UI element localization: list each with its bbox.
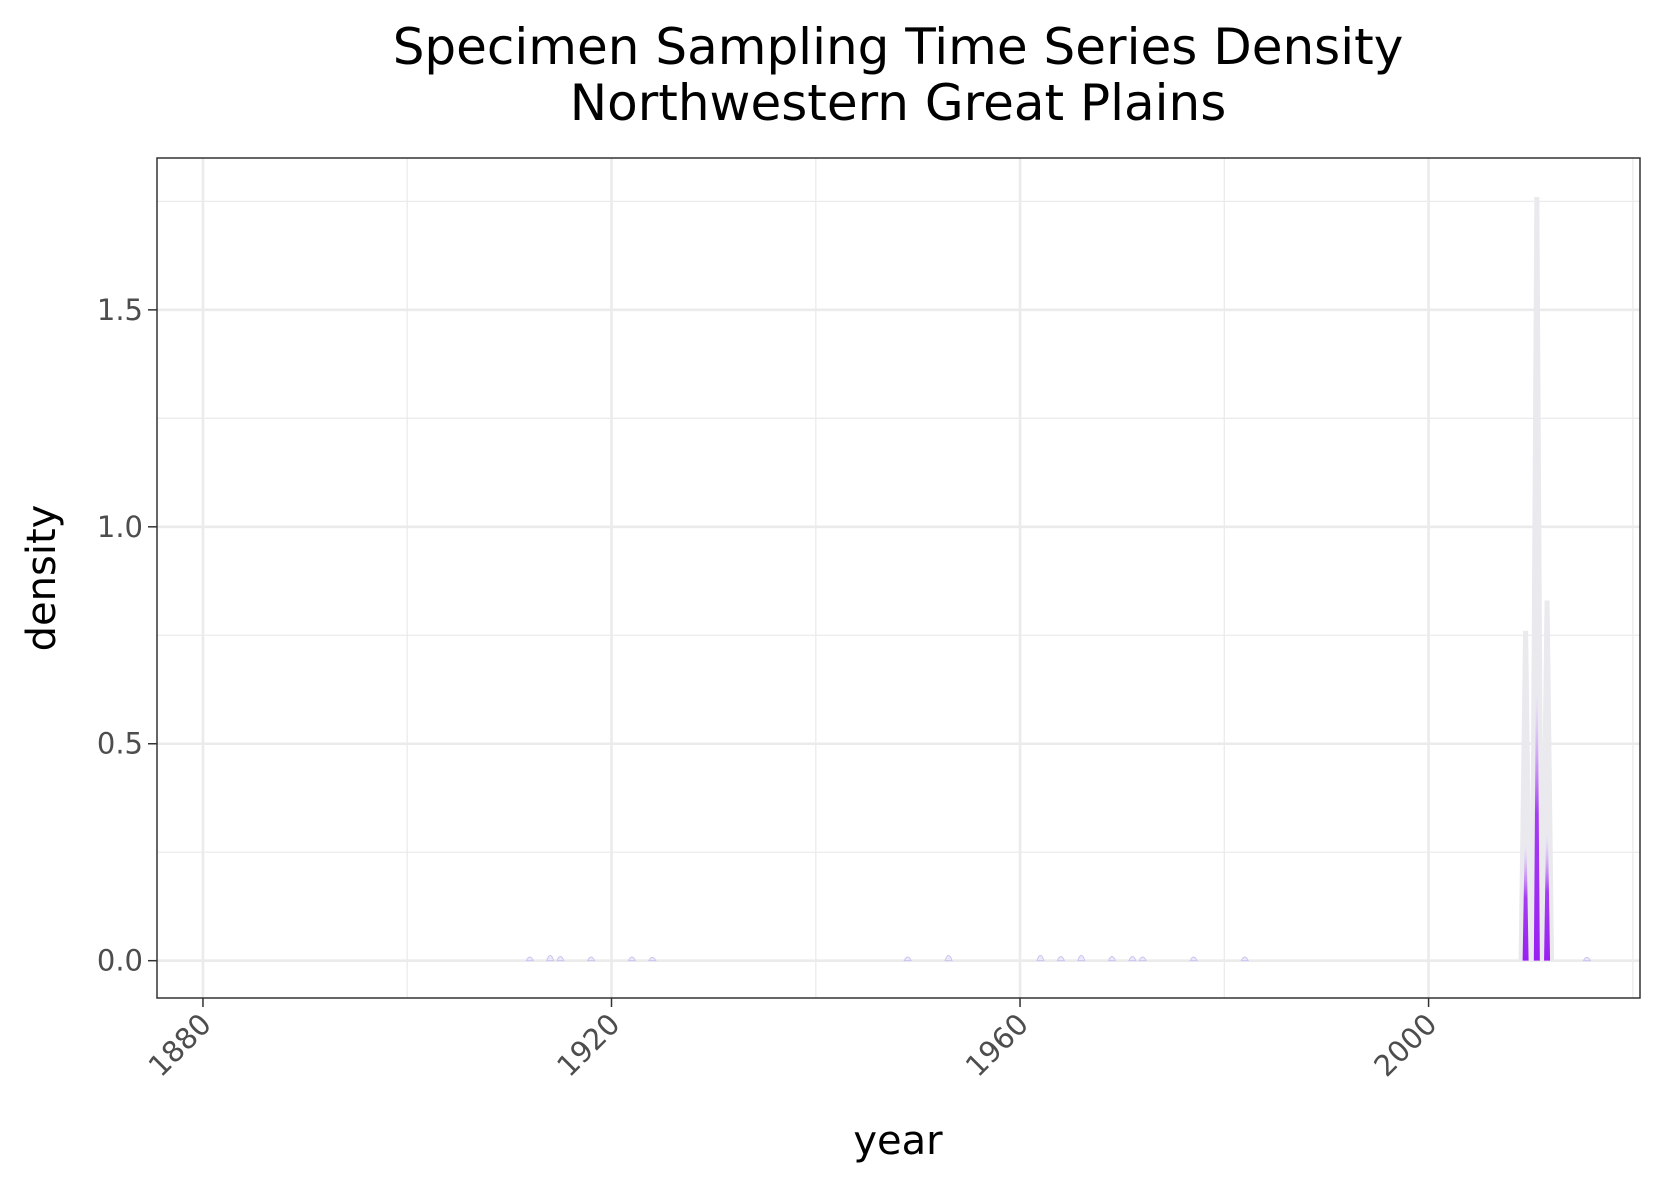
chart-title: Specimen Sampling Time Series Density <box>393 18 1404 76</box>
plot-panel <box>157 158 1640 998</box>
y-axis-title: density <box>19 505 65 652</box>
x-tick-label: 1960 <box>959 1007 1035 1083</box>
density-peak <box>586 956 596 962</box>
panel-border <box>156 157 1641 999</box>
density-peak <box>525 956 535 962</box>
x-axis: 1880 1920 1960 2000 <box>142 998 1444 1083</box>
density-peak <box>1128 956 1137 962</box>
major-gridlines <box>157 158 1640 998</box>
density-peak <box>1240 956 1250 962</box>
x-tick-label: 1880 <box>142 1007 218 1083</box>
density-peak <box>1522 845 1529 961</box>
density-band <box>1529 197 1544 961</box>
y-tick-label: 0.0 <box>97 944 143 978</box>
density-peak <box>1189 956 1198 962</box>
density-peak <box>1036 954 1045 962</box>
density-peak <box>1582 956 1592 962</box>
x-tick-label: 2000 <box>1367 1007 1443 1083</box>
y-tick-label: 1.5 <box>97 293 143 327</box>
density-peak <box>556 956 565 962</box>
density-peak <box>1107 956 1117 962</box>
density-peak <box>1056 956 1066 962</box>
density-peak <box>546 954 555 962</box>
density-band <box>1540 600 1555 961</box>
y-axis: 0.0 0.5 1.0 1.5 <box>97 293 157 978</box>
x-axis-title: year <box>853 1118 943 1164</box>
density-peak <box>1533 693 1540 961</box>
chart-subtitle: Northwestern Great Plains <box>570 74 1227 132</box>
y-tick-label: 0.5 <box>97 727 143 761</box>
density-peak <box>1138 956 1147 962</box>
density-peak <box>944 954 953 962</box>
density-peak <box>627 956 637 962</box>
x-tick-label: 1920 <box>550 1007 626 1083</box>
density-peak <box>1544 834 1551 961</box>
y-tick-label: 1.0 <box>97 510 143 544</box>
density-peak <box>648 956 657 962</box>
density-band <box>1518 630 1533 961</box>
density-peak <box>903 956 912 962</box>
density-layer <box>525 197 1592 962</box>
minor-gridlines <box>157 158 1640 998</box>
density-peak <box>1077 954 1086 962</box>
